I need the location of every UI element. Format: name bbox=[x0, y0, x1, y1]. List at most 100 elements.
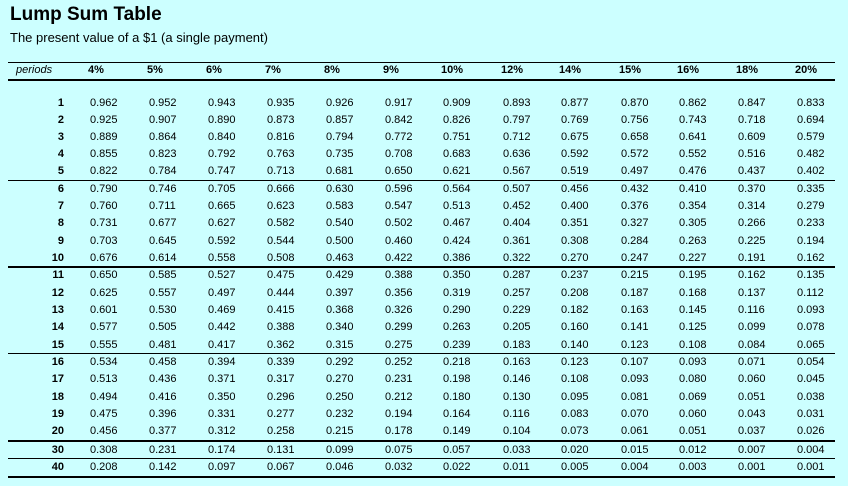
table-cell: 0.004 bbox=[797, 444, 825, 456]
table-cell: 0.404 bbox=[503, 217, 531, 229]
table-row: 13 0.601 0.530 0.469 0.415 0.368 0.326 0.290 0.2… bbox=[8, 303, 835, 320]
table-row: 14 0.577 0.505 0.442 0.388 0.340 0.299 0.263 0.2… bbox=[8, 320, 835, 337]
period-number: 11 bbox=[52, 269, 64, 281]
table-cell: 0.552 bbox=[679, 148, 707, 160]
period-number: 9 bbox=[57, 235, 64, 247]
table-cell: 0.386 bbox=[443, 252, 471, 264]
table-cell: 0.317 bbox=[267, 373, 295, 385]
table-cell: 0.397 bbox=[326, 287, 354, 299]
table-cell: 0.097 bbox=[208, 461, 236, 473]
table-cell: 0.340 bbox=[326, 321, 354, 333]
table-cell: 0.952 bbox=[149, 97, 177, 109]
table-cell: 0.494 bbox=[90, 391, 118, 403]
table-cell: 0.308 bbox=[90, 444, 118, 456]
table-cell: 0.577 bbox=[90, 321, 118, 333]
table-row: 5 0.822 0.784 0.747 0.713 0.681 0.650 0.621 0.56… bbox=[8, 164, 835, 181]
table-cell: 0.558 bbox=[208, 252, 236, 264]
table-cell: 0.442 bbox=[208, 321, 236, 333]
table-cell: 0.847 bbox=[738, 97, 766, 109]
rate-header: 5% bbox=[147, 64, 163, 76]
table-cell: 0.460 bbox=[385, 235, 413, 247]
period-number: 6 bbox=[57, 183, 64, 195]
table-cell: 0.247 bbox=[621, 252, 649, 264]
page-subtitle: The present value of a $1 (a single paym… bbox=[10, 30, 268, 45]
table-cell: 0.182 bbox=[561, 304, 589, 316]
table-cell: 0.816 bbox=[267, 131, 295, 143]
table-cell: 0.870 bbox=[621, 97, 649, 109]
table-cell: 0.508 bbox=[267, 252, 295, 264]
table-cell: 0.327 bbox=[621, 217, 649, 229]
table-cell: 0.081 bbox=[621, 391, 649, 403]
table-cell: 0.183 bbox=[503, 339, 531, 351]
table-row: 11 0.650 0.585 0.527 0.475 0.429 0.388 0.350 0.2… bbox=[8, 268, 835, 285]
rate-header: 9% bbox=[383, 64, 399, 76]
table-cell: 0.356 bbox=[385, 287, 413, 299]
table-cell: 0.112 bbox=[797, 287, 824, 299]
table-row: 15 0.555 0.481 0.417 0.362 0.315 0.275 0.239 0.1… bbox=[8, 338, 835, 355]
period-number: 7 bbox=[57, 200, 64, 212]
table-cell: 0.061 bbox=[621, 425, 649, 437]
table-cell: 0.481 bbox=[149, 339, 177, 351]
table-cell: 0.218 bbox=[443, 356, 471, 368]
table-cell: 0.747 bbox=[208, 165, 236, 177]
table-cell: 0.772 bbox=[385, 131, 413, 143]
table-cell: 0.095 bbox=[561, 391, 589, 403]
table-cell: 0.145 bbox=[679, 304, 707, 316]
table-cell: 0.746 bbox=[149, 183, 177, 195]
period-number: 15 bbox=[51, 339, 64, 351]
table-cell: 0.422 bbox=[385, 252, 413, 264]
table-cell: 0.361 bbox=[503, 235, 531, 247]
table-cell: 0.020 bbox=[561, 444, 589, 456]
table-cell: 0.123 bbox=[621, 339, 649, 351]
table-cell: 0.051 bbox=[738, 391, 766, 403]
table-cell: 0.823 bbox=[149, 148, 177, 160]
table-cell: 0.513 bbox=[443, 200, 471, 212]
table-cell: 0.057 bbox=[443, 444, 471, 456]
table-cell: 0.163 bbox=[503, 356, 531, 368]
table-cell: 0.258 bbox=[267, 425, 295, 437]
table-cell: 0.277 bbox=[267, 408, 295, 420]
table-cell: 0.394 bbox=[208, 356, 236, 368]
table-cell: 0.212 bbox=[385, 391, 413, 403]
table-cell: 0.530 bbox=[149, 304, 177, 316]
table-cell: 0.252 bbox=[385, 356, 413, 368]
table-cell: 0.194 bbox=[797, 235, 825, 247]
table-cell: 0.909 bbox=[443, 97, 471, 109]
table-cell: 0.314 bbox=[738, 200, 766, 212]
table-cell: 0.125 bbox=[679, 321, 707, 333]
table-cell: 0.080 bbox=[679, 373, 707, 385]
table-cell: 0.266 bbox=[738, 217, 766, 229]
table-cell: 0.232 bbox=[326, 408, 354, 420]
table-cell: 0.890 bbox=[208, 114, 236, 126]
table-row: 16 0.534 0.458 0.394 0.339 0.292 0.252 0.218 0.1… bbox=[8, 355, 835, 372]
table-cell: 0.790 bbox=[90, 183, 118, 195]
table-cell: 0.299 bbox=[385, 321, 413, 333]
table-cell: 0.007 bbox=[738, 444, 766, 456]
table-cell: 0.003 bbox=[679, 461, 707, 473]
table-cell: 0.069 bbox=[679, 391, 707, 403]
table-cell: 0.376 bbox=[621, 200, 649, 212]
group-divider bbox=[8, 476, 835, 478]
table-cell: 0.233 bbox=[797, 217, 825, 229]
table-cell: 0.350 bbox=[208, 391, 236, 403]
period-number: 30 bbox=[51, 444, 64, 456]
table-cell: 0.833 bbox=[797, 97, 825, 109]
period-number: 12 bbox=[51, 287, 64, 299]
table-cell: 0.350 bbox=[443, 269, 471, 281]
table-cell: 0.284 bbox=[621, 235, 649, 247]
table-cell: 0.751 bbox=[443, 131, 471, 143]
table-cell: 0.022 bbox=[443, 461, 471, 473]
table-cell: 0.873 bbox=[267, 114, 295, 126]
table-cell: 0.636 bbox=[503, 148, 531, 160]
period-number: 8 bbox=[57, 217, 64, 229]
table-cell: 0.001 bbox=[738, 461, 766, 473]
table-cell: 0.502 bbox=[385, 217, 413, 229]
table-cell: 0.567 bbox=[503, 165, 531, 177]
table-cell: 0.319 bbox=[443, 287, 471, 299]
table-cell: 0.371 bbox=[208, 373, 236, 385]
table-cell: 0.645 bbox=[149, 235, 177, 247]
table-cell: 0.681 bbox=[326, 165, 354, 177]
rate-header: 10% bbox=[441, 64, 464, 76]
table-cell: 0.225 bbox=[738, 235, 766, 247]
group-divider bbox=[8, 458, 835, 459]
